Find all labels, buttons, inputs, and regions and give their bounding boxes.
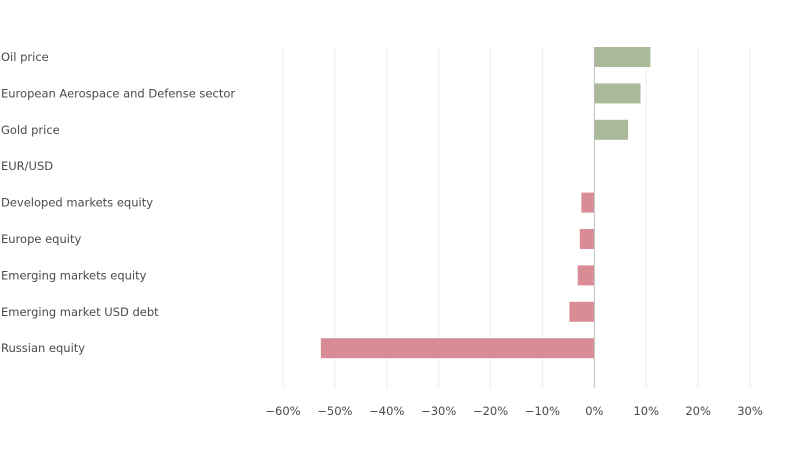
category-label: Oil price (1, 50, 49, 64)
bar (594, 83, 641, 104)
category-label: Gold price (1, 123, 60, 137)
bars (320, 47, 651, 359)
bar (569, 301, 595, 322)
bar (320, 338, 595, 359)
category-label: European Aerospace and Defense sector (1, 86, 235, 100)
bar (594, 119, 629, 140)
category-label: Developed markets equity (1, 196, 153, 210)
category-label: Emerging markets equity (1, 268, 147, 282)
x-tick-label: −10% (525, 404, 560, 418)
gridlines (282, 47, 751, 388)
x-tick-label: −60% (265, 404, 300, 418)
bar (594, 47, 651, 67)
x-tick-label: 10% (633, 404, 659, 418)
category-label: Emerging market USD debt (1, 305, 159, 319)
x-tick-labels: −60% −50% −40% −30% −20% −10% 0% 10% 20% 30% (265, 404, 762, 418)
x-tick-label: −40% (369, 404, 404, 418)
category-label: Russian equity (1, 341, 85, 355)
x-tick-label: 0% (585, 404, 603, 418)
bar (577, 265, 595, 286)
category-labels: Oil price European Aerospace and Defense … (1, 50, 235, 355)
category-label: EUR/USD (1, 159, 53, 173)
bar (581, 192, 595, 213)
x-tick-label: −30% (421, 404, 456, 418)
x-tick-label: −20% (473, 404, 508, 418)
bar (579, 229, 595, 249)
category-label: Europe equity (1, 232, 81, 246)
x-tick-label: −50% (317, 404, 352, 418)
x-tick-label: 20% (685, 404, 711, 418)
x-tick-label: 30% (737, 404, 763, 418)
